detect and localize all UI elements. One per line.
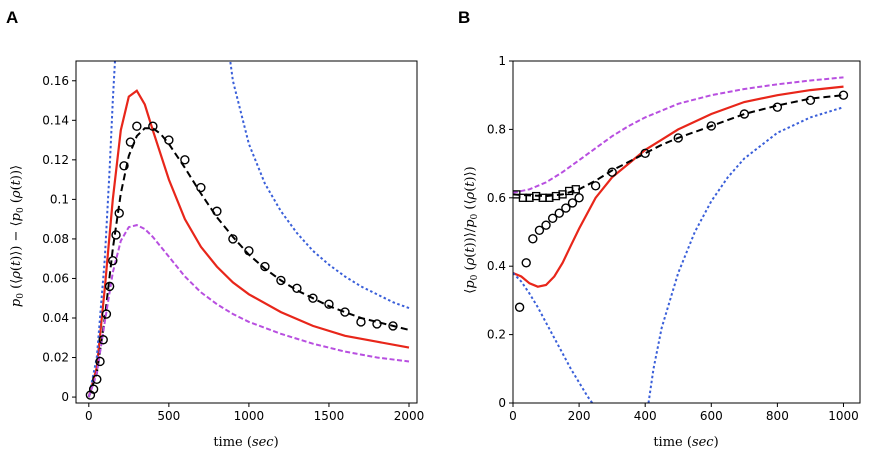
panel-a-marker-circle: [356, 317, 366, 327]
panel-b-series-line-dotted: [513, 272, 594, 403]
panel-a-y-tick-label: 0.14: [42, 113, 69, 127]
panel-b-marker-square: [571, 185, 580, 194]
panel-b-marker-circle: [514, 302, 525, 312]
panel-b-series-line-solid: [513, 85, 844, 288]
panel-a-series-line-dotted: [87, 61, 116, 398]
panel-b-plot-area: [513, 76, 849, 403]
panel-a-x-tick-label: 1500: [314, 409, 345, 423]
panel-b-marker-circle: [607, 167, 617, 177]
panel-a-y-tick-label: 0.12: [42, 153, 69, 167]
panel-b-marker-circle: [574, 193, 584, 203]
panel-b-marker-circle: [640, 148, 650, 159]
panel-b-series-line-dashed: [513, 94, 844, 198]
panel-a-marker-circle: [340, 307, 350, 317]
panel-a-marker-circle: [180, 155, 190, 165]
panel-b-marker-circle: [739, 109, 750, 119]
panel-b-letter: B: [458, 8, 470, 27]
panel-a-marker-circle: [212, 206, 222, 216]
panel-b-marker-square: [551, 191, 561, 201]
panel-b-marker-circle: [554, 208, 564, 218]
panel-b-marker-circle: [706, 121, 716, 131]
panel-b-marker-circle: [805, 95, 816, 106]
panel-b-marker-circle: [838, 90, 849, 100]
panel-b-y-tick-label: 0.8: [487, 122, 506, 136]
panel-a-x-tick-label: 1000: [234, 409, 265, 423]
panel-a-series-line-dashdot: [87, 224, 410, 398]
panel-a-y-tick-label: 0.08: [42, 232, 69, 246]
panel-a-plot-area: [85, 61, 410, 400]
panel-a-y-axis-label: p0 (⟨ρ(t)⟩) − ⟨p0 (ρ(t))⟩: [9, 165, 26, 307]
panel-a-x-tick-label: 500: [157, 409, 180, 423]
panel-a-series-line-dotted: [229, 61, 410, 310]
panel-b-marker-circle: [547, 213, 558, 224]
panel-a-marker-circle: [132, 121, 142, 131]
panel-a-marker-circle: [388, 321, 398, 331]
panel-a-marker-circle: [119, 161, 129, 171]
panel-a-marker-circle: [196, 182, 206, 193]
panel-b-y-tick-label: 0.2: [487, 328, 506, 342]
panel-a-marker-circle: [88, 384, 99, 394]
panel-a-marker-circle: [111, 230, 121, 240]
panel-a-marker-circle: [260, 261, 270, 272]
panel-a-marker-circle: [148, 121, 158, 131]
panel-a-axes-frame: [75, 60, 418, 404]
panel-a-y-tick-label: 0.1: [50, 192, 69, 206]
panel-b-marker-circle: [541, 220, 551, 230]
panel-b-x-tick-label: 1000: [828, 409, 859, 423]
panel-b-x-axis-label: time (sec): [653, 435, 718, 450]
panel-b-x-tick-label: 0: [509, 409, 517, 423]
panel-b-y-tick-label: 1: [498, 54, 506, 68]
panel-b-marker-circle: [561, 203, 571, 213]
panel-b-series-line-dotted: [647, 106, 844, 403]
chart-panel-b: time (sec) ⟨p0 (ρ(t))⟩/p0 (⟨ρ(t)⟩) 0 200 4…: [463, 54, 861, 450]
panel-b-x-tick-label: 400: [634, 409, 657, 423]
panel-b-y-tick-label: 0.6: [487, 191, 506, 205]
panel-b-marker-circle: [521, 258, 531, 268]
panel-a-series-line-dashed: [87, 127, 410, 398]
panel-a-marker-circle: [308, 293, 318, 303]
panel-b-marker-circle: [534, 225, 545, 235]
panel-a-series-line-solid: [87, 89, 410, 398]
panel-b-x-tick-label: 800: [766, 409, 789, 423]
panel-a-x-axis-label: time (sec): [213, 435, 278, 450]
panel-a-marker-circle: [228, 234, 238, 244]
panel-a-y-tick-label: 0.04: [42, 311, 69, 325]
panel-a-marker-circle: [98, 335, 108, 345]
panel-a-y-tick-label: 0: [61, 390, 69, 404]
panel-a-x-tick-label: 0: [85, 409, 93, 423]
panel-b-axes-frame: [512, 60, 861, 404]
panel-a-marker-circle: [101, 309, 112, 319]
panel-a-marker-circle: [276, 275, 286, 286]
panel-a-y-tick-label: 0.06: [42, 271, 69, 285]
panel-a-marker-circle: [292, 283, 302, 294]
chart-panel-a: time (sec) p0 (⟨ρ(t)⟩) − ⟨p0 (ρ(t))⟩ 0 50…: [9, 60, 425, 450]
panel-a-y-tick-label: 0.02: [42, 351, 69, 365]
panel-a-letter: A: [6, 8, 18, 27]
panel-a-y-tick-label: 0.16: [42, 74, 69, 88]
panel-a-marker-circle: [324, 299, 334, 309]
panel-b-y-tick-label: 0.4: [487, 259, 506, 273]
panel-a-marker-circle: [104, 281, 115, 292]
panel-b-marker-circle: [590, 181, 601, 191]
panel-b-y-axis-label: ⟨p0 (ρ(t))⟩/p0 (⟨ρ(t)⟩): [463, 166, 480, 293]
panel-b-series-line-dashdot: [513, 76, 844, 194]
panel-a-marker-circle: [125, 137, 136, 147]
panel-b-marker-circle: [528, 234, 538, 244]
panel-a-marker-circle: [95, 356, 105, 367]
panel-b-marker-circle: [673, 133, 683, 143]
panel-b-x-tick-label: 200: [568, 409, 591, 423]
panel-a-marker-circle: [92, 374, 102, 384]
panel-a-marker-circle: [164, 135, 174, 145]
panel-b-y-tick-label: 0: [498, 396, 506, 410]
panel-b-x-tick-label: 600: [700, 409, 723, 423]
panel-b-marker-circle: [772, 102, 783, 112]
panel-a-marker-circle: [108, 255, 118, 266]
panel-a-marker-circle: [114, 208, 124, 218]
panel-b-marker-circle: [567, 198, 578, 208]
panel-a-x-tick-label: 2000: [394, 409, 425, 423]
panel-a-marker-circle: [244, 246, 254, 256]
panel-a-marker-circle: [372, 319, 382, 329]
